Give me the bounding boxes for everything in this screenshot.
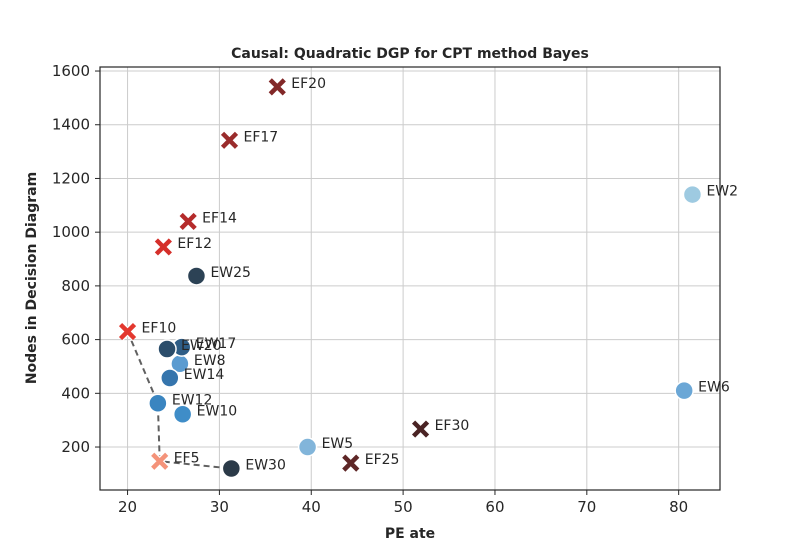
point-label-ew6: EW6 <box>698 380 730 396</box>
x-tick-label: 60 <box>485 498 504 516</box>
y-axis-ticks: 200 400 600 800 1000 1200 1400 1600 <box>52 62 100 456</box>
point-ef20 <box>267 77 287 97</box>
y-tick-label: 1400 <box>52 116 90 134</box>
y-tick-label: 1600 <box>52 62 90 80</box>
y-axis-label: Nodes in Decision Diagram <box>24 172 40 384</box>
x-tick-label: 50 <box>394 498 413 516</box>
dashed-frontier-layer <box>126 331 232 470</box>
y-tick-label: 1200 <box>52 169 90 187</box>
x-axis-label: PE ate <box>385 526 435 542</box>
x-tick-label: 70 <box>577 498 596 516</box>
point-label-ew8: EW8 <box>194 353 226 369</box>
point-label-ef25: EF25 <box>365 452 400 468</box>
point-label-ef10: EF10 <box>142 321 177 337</box>
point-label-ef5: EF5 <box>174 450 200 466</box>
point-label-ew25: EW25 <box>210 265 251 281</box>
point-ew10 <box>172 404 193 425</box>
point-ew25 <box>186 266 207 286</box>
point-label-ew10: EW10 <box>197 403 238 419</box>
dashed-frontier-line <box>126 331 232 470</box>
chart-title: Causal: Quadratic DGP for CPT method Bay… <box>231 46 589 62</box>
y-tick-label: 600 <box>61 331 90 349</box>
point-label-ew2: EW2 <box>706 184 738 200</box>
point-label-ew5: EW5 <box>322 436 354 452</box>
y-tick-label: 400 <box>61 384 90 402</box>
point-ef5 <box>150 451 170 471</box>
point-label-ef17: EF17 <box>244 129 279 145</box>
point-label-ef12: EF12 <box>177 236 212 252</box>
point-label-ew30: EW30 <box>245 458 286 474</box>
point-ew14 <box>160 368 180 388</box>
x-tick-label: 40 <box>302 498 321 516</box>
grid <box>100 67 720 490</box>
point-ef25 <box>341 453 361 473</box>
y-tick-label: 200 <box>61 438 90 456</box>
point-ew20 <box>157 339 177 359</box>
point-ew12 <box>148 393 168 414</box>
point-label-ew12: EW12 <box>172 392 213 408</box>
y-tick-label: 1000 <box>52 223 90 241</box>
point-label-ew20: EW20 <box>181 338 222 354</box>
point-ef14 <box>178 211 198 231</box>
x-axis-ticks: 20 30 40 50 60 70 80 <box>118 490 688 516</box>
point-label-ew17: EW17 <box>196 336 237 352</box>
point-ef10 <box>118 322 138 342</box>
points-layer <box>118 77 703 479</box>
point-label-ef14: EF14 <box>202 210 237 226</box>
point-ef30 <box>411 419 431 439</box>
point-ew2 <box>682 184 703 205</box>
point-label-ef20: EF20 <box>291 76 326 92</box>
plot-frame <box>99 66 721 491</box>
point-ew6 <box>674 380 694 401</box>
point-label-ef30: EF30 <box>435 418 470 434</box>
x-tick-label: 20 <box>118 498 137 516</box>
x-tick-label: 30 <box>210 498 229 516</box>
point-ef12 <box>153 237 173 257</box>
x-tick-label: 80 <box>669 498 688 516</box>
point-ef17 <box>220 130 239 150</box>
point-label-ew14: EW14 <box>184 367 225 383</box>
y-tick-label: 800 <box>61 277 90 295</box>
point-ew5 <box>297 437 318 457</box>
point-ew30 <box>221 458 242 479</box>
